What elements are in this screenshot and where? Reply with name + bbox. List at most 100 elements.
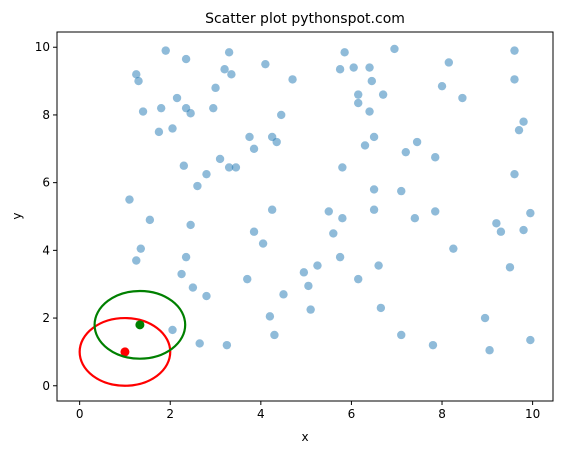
x-tick-label: 10 [525,407,540,421]
scatter-point [265,312,275,321]
scatter-point [360,141,370,150]
highlight-circle [93,289,187,360]
scatter-point [519,225,528,235]
scatter-point [249,227,259,236]
scatter-point [338,163,347,172]
scatter-point [220,65,229,74]
highlight-markers [78,289,187,387]
scatter-point [526,335,535,345]
scatter-point [401,147,410,157]
scatter-point [428,340,438,350]
scatter-point [211,83,220,93]
chart-title: Scatter plot pythonspot.com [205,11,405,27]
scatter-point [437,81,447,91]
scatter-point [195,339,204,348]
scatter-point [132,256,141,265]
scatter-point [181,54,191,64]
scatter-point [267,205,277,214]
y-tick-label: 8 [42,108,50,122]
scatter-point [272,137,281,147]
scatter-point [288,75,297,84]
scatter-point [369,205,379,214]
scatter-point [444,58,454,67]
scatter-point [270,330,279,340]
scatter-point [188,283,198,292]
scatter-point [258,239,268,248]
scatter-point [224,163,234,172]
highlight-point [120,347,130,357]
scatter-point [299,268,309,277]
scatter-point [186,109,195,118]
scatter-point [369,132,379,142]
scatter-point [304,281,313,291]
scatter-point [245,132,254,142]
scatter-point [510,46,519,55]
scatter-point [510,169,519,179]
scatter-point [526,208,535,218]
scatter-point [431,207,440,216]
scatter-point [186,220,195,230]
scatter-point [496,227,506,236]
scatter-point [125,195,134,204]
scatter-point [215,154,225,164]
y-tick-label: 4 [42,243,50,257]
scatter-point [338,213,347,223]
scatter-point [378,90,388,99]
scatter-point [306,305,315,314]
y-tick-label: 0 [42,379,50,393]
x-tick-label: 8 [438,407,446,421]
scatter-point [480,313,490,323]
scatter-point [505,263,515,272]
scatter-point [179,161,189,170]
scatter-point [329,229,338,238]
y-tick-label: 2 [42,311,50,325]
scatter-point [412,137,422,147]
scatter-point [349,63,358,72]
scatter-point [249,144,259,153]
scatter-point [340,48,349,57]
scatter-point [261,59,270,69]
y-axis-ticks: 0 2 4 6 8 10 [35,40,57,393]
scatter-point [313,261,322,270]
scatter-point [177,269,186,279]
x-tick-label: 6 [348,407,356,421]
scatter-point [410,213,420,223]
scatter-point [458,93,467,103]
highlight-circle [78,316,172,387]
scatter-point [354,98,363,108]
scatter-point [390,44,399,54]
scatter-point [335,252,345,262]
scatter-points [125,44,535,355]
scatter-point [519,117,528,126]
scatter-point [154,127,164,137]
scatter-point [485,346,494,355]
scatter-point [354,90,363,99]
scatter-point [354,274,363,284]
scatter-point [181,252,191,262]
scatter-point [277,110,286,120]
highlight-point [135,320,145,330]
scatter-point [168,124,177,133]
scatter-point [492,219,501,228]
y-tick-label: 6 [42,176,50,190]
scatter-point [132,70,141,79]
scatter-point [367,76,377,86]
scatter-point [514,125,524,135]
scatter-point [202,291,211,301]
scatter-point [161,46,170,55]
plot-area-frame [56,31,554,402]
scatter-point [376,303,386,313]
scatter-point [397,186,406,196]
scatter-point [231,163,241,172]
scatter-point [279,290,288,299]
scatter-point [172,93,182,103]
scatter-point [431,153,440,162]
scatter-point [138,107,148,116]
scatter-point [193,181,202,191]
scatter-point [227,70,236,79]
scatter-point [324,207,333,216]
scatter-point [243,274,252,284]
y-axis-label: y [10,212,24,219]
scatter-point [510,75,519,84]
